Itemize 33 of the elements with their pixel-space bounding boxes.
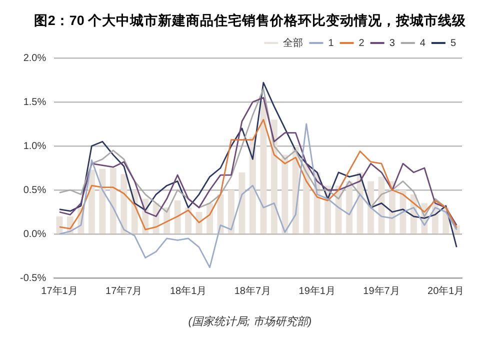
chart-title: 图2：70 个大中城市新建商品住宅销售价格环比变动情况，按城市线级: [32, 12, 468, 30]
bar: [368, 181, 374, 234]
x-tick-label: 18年7月: [234, 284, 272, 297]
x-tick-label: 19年7月: [363, 284, 400, 297]
bar: [282, 154, 288, 234]
bar: [185, 208, 192, 234]
y-tick-label: 0.0%: [23, 228, 46, 240]
bar: [260, 102, 267, 234]
bar: [110, 168, 116, 234]
bar: [99, 168, 106, 234]
x-tick-label: 19年1月: [298, 284, 336, 297]
bar: [206, 203, 213, 234]
bar: [174, 200, 181, 234]
x-tick-label: 20年1月: [428, 284, 464, 297]
legend-label: 全部: [283, 36, 304, 49]
y-tick-label: 2.0%: [23, 52, 46, 64]
legend-label: 2: [358, 38, 365, 49]
y-tick-label: -0.5%: [20, 272, 46, 284]
y-tick-label: 1.5%: [23, 96, 46, 108]
legend-label: 1: [328, 38, 334, 49]
y-tick-label: 0.5%: [23, 184, 46, 196]
x-tick-label: 17年7月: [106, 284, 142, 297]
bar: [238, 172, 246, 234]
x-tick-label: 18年1月: [170, 284, 207, 297]
y-tick-label: 1.0%: [23, 140, 46, 152]
x-tick-label: 17年1月: [41, 284, 78, 297]
bar: [88, 170, 95, 234]
legend-label: 4: [420, 38, 426, 49]
bar: [120, 174, 128, 234]
bar: [228, 190, 234, 234]
text: (国家统计局; 市场研究部): [187, 314, 313, 329]
legend-label: 3: [389, 38, 396, 49]
legend-label: 5: [450, 38, 456, 49]
